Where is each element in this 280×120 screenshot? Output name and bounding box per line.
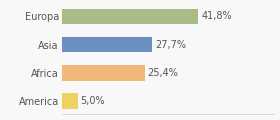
Bar <box>62 65 145 81</box>
Bar <box>62 93 78 109</box>
Bar <box>62 37 152 52</box>
Text: 27,7%: 27,7% <box>155 40 186 50</box>
Text: 5,0%: 5,0% <box>81 96 105 106</box>
Text: 41,8%: 41,8% <box>201 11 232 21</box>
Text: 25,4%: 25,4% <box>147 68 178 78</box>
Bar <box>62 9 199 24</box>
